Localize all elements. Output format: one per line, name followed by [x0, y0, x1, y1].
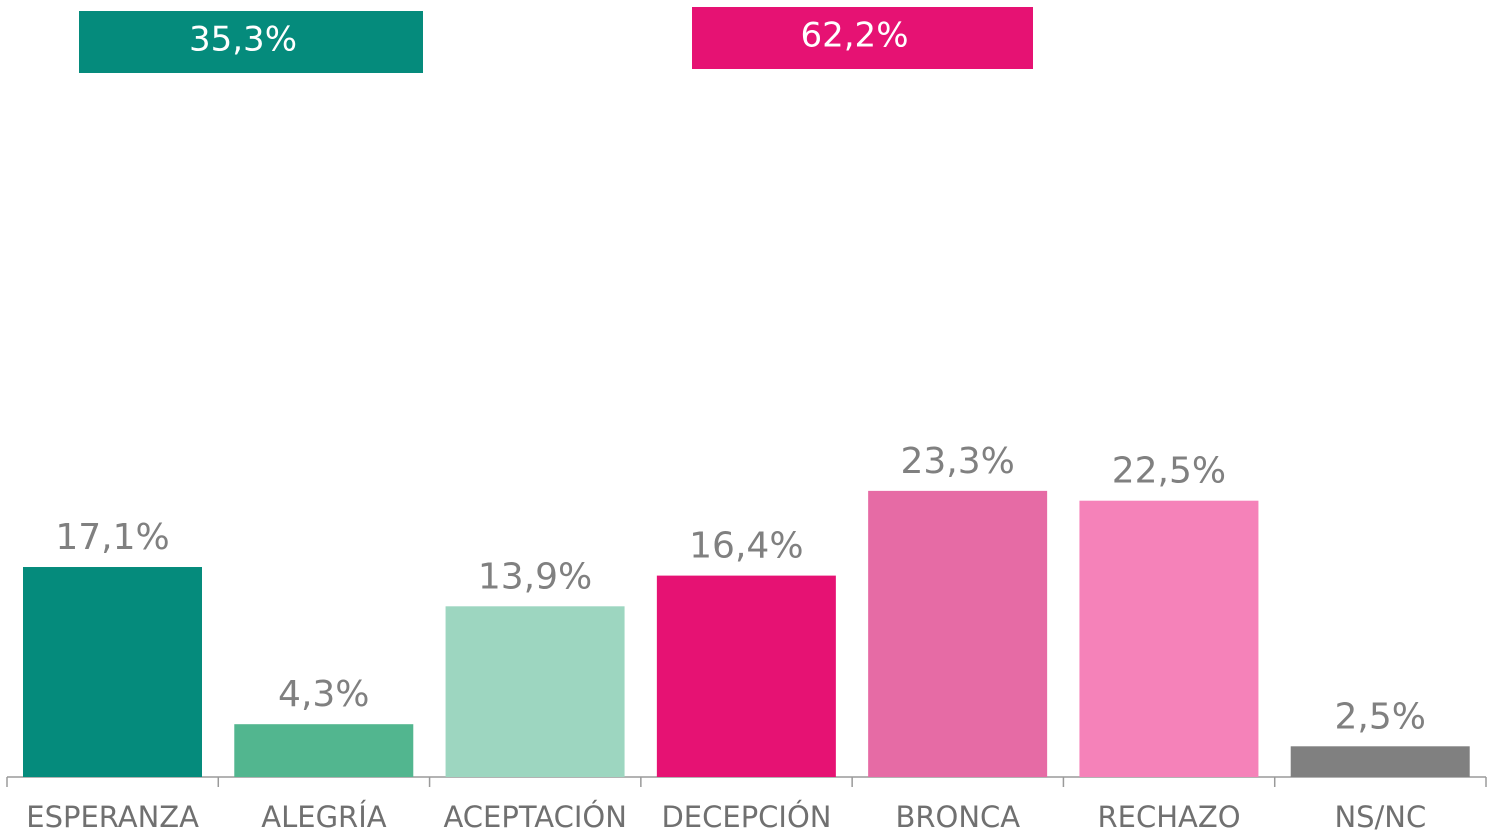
group-label: 62,2% [800, 16, 908, 56]
value-label: 22,5% [1112, 451, 1226, 492]
value-label: 16,4% [689, 526, 803, 567]
bar [868, 490, 1048, 777]
value-label: 2,5% [1334, 696, 1425, 737]
value-label: 23,3% [900, 441, 1014, 482]
x-tick-label: ALEGRÍA [261, 800, 386, 834]
group-box [692, 7, 1033, 69]
value-label: 4,3% [278, 674, 369, 715]
group-box [79, 11, 423, 73]
x-tick-label: DECEPCIÓN [661, 800, 831, 834]
value-label: 13,9% [478, 556, 592, 597]
x-tick-label: ESPERANZA [26, 800, 199, 834]
value-label: 17,1% [55, 517, 169, 558]
bar [234, 724, 414, 777]
bar [1290, 746, 1470, 777]
x-tick-label: ACEPTACIÓN [443, 800, 627, 834]
bar [445, 606, 625, 777]
x-tick-label: BRONCA [895, 800, 1020, 834]
bar [1079, 500, 1259, 777]
group-label: 35,3% [189, 20, 297, 60]
x-tick-label: RECHAZO [1098, 800, 1241, 834]
x-tick-label: NS/NC [1334, 800, 1426, 834]
bar [23, 567, 202, 777]
bar [656, 575, 836, 777]
